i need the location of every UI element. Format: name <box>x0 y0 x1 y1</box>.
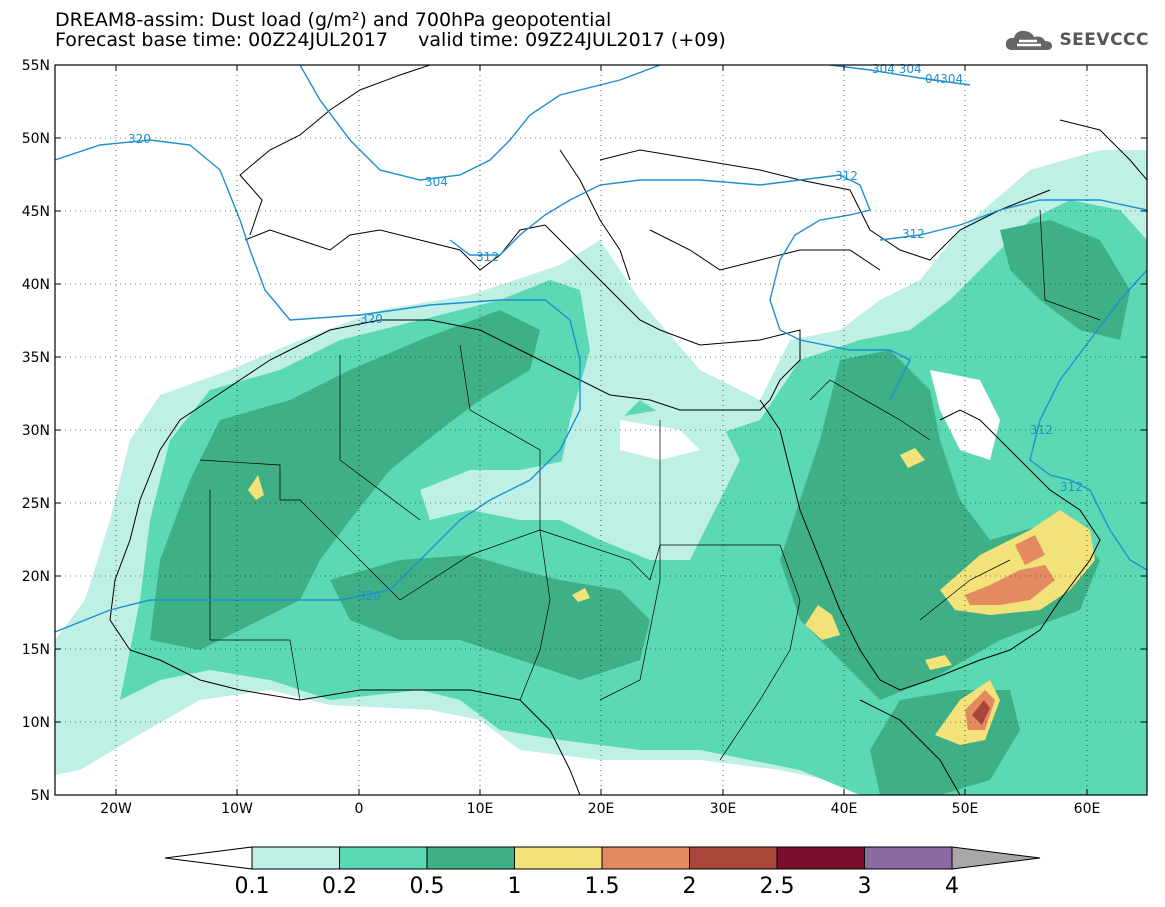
lon-label: 10E <box>467 801 494 817</box>
colorbar-arrow-low <box>164 846 253 870</box>
lat-label: 5N <box>31 788 50 804</box>
colorbar-segment <box>339 846 428 870</box>
lat-label: 15N <box>22 642 50 658</box>
colorbar-segment <box>601 846 690 870</box>
contour-label: 320 <box>360 312 383 326</box>
colorbar <box>164 846 1041 870</box>
lat-label: 20N <box>22 569 50 585</box>
lon-label: 50E <box>952 801 979 817</box>
colorbar-label: 2 <box>683 874 697 899</box>
lon-label: 20E <box>588 801 615 817</box>
map-title: DREAM8-assim: Dust load (g/m²) and 700hP… <box>55 10 726 50</box>
lat-label: 50N <box>22 131 50 147</box>
dust-region-1.5-oman <box>965 565 1055 605</box>
colorbar-segment <box>514 846 603 870</box>
dust-region-1.0-chad <box>572 588 590 602</box>
colorbar-label: 1 <box>508 874 522 899</box>
dust-region-1.5-oman-north <box>1015 535 1045 565</box>
dust-region-1.0-eritrea <box>805 605 840 640</box>
lat-label: 40N <box>22 277 50 293</box>
lat-label: 10N <box>22 715 50 731</box>
logo-text: SEEVCCC <box>1059 30 1149 50</box>
lon-label: 10W <box>221 801 253 817</box>
axis-ticks <box>55 64 1147 796</box>
lon-label: 60E <box>1074 801 1101 817</box>
colorbar-arrow-high <box>951 846 1041 870</box>
lat-label: 35N <box>22 350 50 366</box>
contour-label: 304 304 <box>872 62 922 76</box>
longitude-labels: 20W 10W 0 10E 20E 30E 40E 50E 60E <box>100 801 1100 817</box>
colorbar-label: 1.5 <box>585 874 620 899</box>
contour-label: 320 <box>128 132 151 146</box>
country-borders <box>199 209 1101 761</box>
graticule <box>55 65 1147 795</box>
lon-label: 30E <box>710 801 737 817</box>
dust-region-1.0-yemen <box>925 655 952 670</box>
dust-region-1.0-oman <box>940 510 1095 615</box>
lat-label: 30N <box>22 423 50 439</box>
colorbar-segment <box>776 846 865 870</box>
cloud-icon <box>1006 30 1053 50</box>
colorbar-segment <box>251 846 340 870</box>
colorbar-segment <box>426 846 515 870</box>
contour-label: 312 <box>1060 480 1083 494</box>
dust-region-0.5-iran <box>1000 220 1130 340</box>
colorbar-label: 2.5 <box>760 874 795 899</box>
colorbar-segment <box>864 846 953 870</box>
lon-label: 20W <box>100 801 132 817</box>
contour-label: 312 <box>1030 423 1053 437</box>
colorbar-label: 4 <box>945 874 959 899</box>
dust-region-1.0-mauritania <box>248 475 264 500</box>
contour-label: 320 <box>358 589 381 603</box>
contour-label: 312 <box>476 250 499 264</box>
title-line-2: Forecast base time: 00Z24JUL2017 valid t… <box>55 29 726 51</box>
contour-label: 304 <box>425 175 448 189</box>
colorbar-label: 0.5 <box>410 874 445 899</box>
colorbar-label: 0.1 <box>235 874 270 899</box>
colorbar-label: 0.2 <box>322 874 357 899</box>
lon-label: 40E <box>831 801 858 817</box>
dust-region-1.0-saudi <box>900 448 925 468</box>
dust-region-0.5-arabia <box>780 350 1100 700</box>
dust-region-2.0-somalia <box>972 700 990 725</box>
contour-label: 312 <box>902 227 925 241</box>
lat-label: 45N <box>22 204 50 220</box>
contour-label: 04304 <box>925 72 963 86</box>
latitude-labels: 55N 50N 45N 40N 35N 30N 25N 20N 15N 10N … <box>22 58 50 804</box>
colorbar-label: 3 <box>858 874 872 899</box>
seevccc-logo: SEEVCCC <box>1003 26 1149 54</box>
contour-label: 312 <box>835 169 858 183</box>
dust-region-0.5-sahara <box>150 310 540 650</box>
lat-label: 25N <box>22 496 50 512</box>
lon-label: 0 <box>355 801 364 817</box>
title-line-1: DREAM8-assim: Dust load (g/m²) and 700hP… <box>55 9 612 31</box>
geopotential-contours <box>55 65 1147 633</box>
colorbar-labels: 0.1 0.2 0.5 1 1.5 2 2.5 3 4 <box>235 874 960 899</box>
colorbar-segment <box>689 846 778 870</box>
lat-label: 55N <box>22 58 50 74</box>
